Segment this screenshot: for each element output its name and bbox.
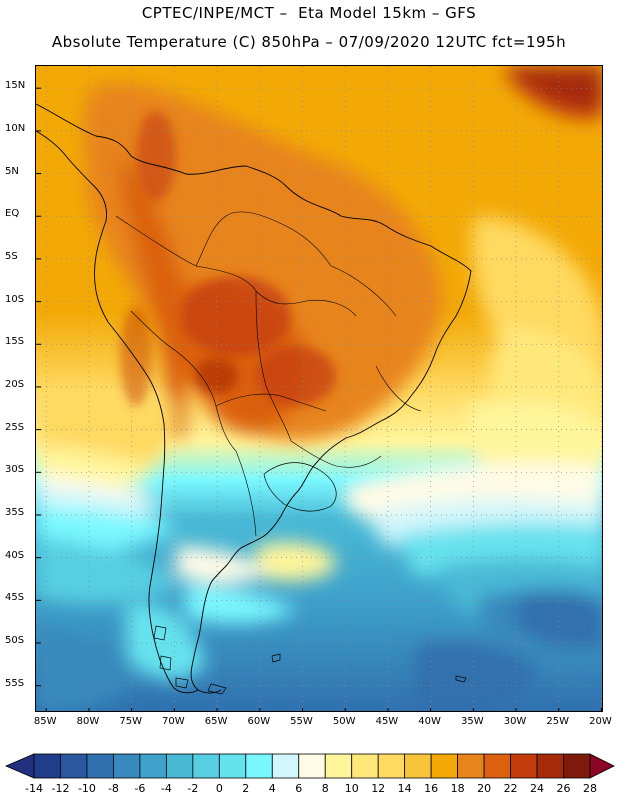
longitude-label: 50W — [332, 716, 356, 727]
colorbar-swatch — [271, 753, 300, 779]
colorbar-tick-label: 4 — [268, 782, 276, 795]
colorbar-tick-label: -2 — [187, 782, 199, 795]
longitude-label: 70W — [162, 716, 185, 727]
map-title: CPTEC/INPE/MCT – Eta Model 15km – GFS — [141, 4, 477, 22]
temperature-field — [36, 66, 602, 711]
coastlines — [36, 103, 472, 695]
longitude-label: 45W — [375, 716, 399, 727]
longitude-label: 60W — [247, 716, 271, 727]
longitude-label: 25W — [546, 716, 570, 727]
latitude-label: 40S — [5, 549, 25, 561]
colorbar-tick-label: 22 — [503, 782, 518, 795]
colorbar-swatch — [113, 753, 141, 779]
latitude-label: EQ — [5, 208, 20, 220]
grid-lines — [36, 66, 602, 711]
colorbar-tick-label: 6 — [295, 782, 303, 795]
map-subtitle: Absolute Temperature (C) 850hPa – 07/09/… — [51, 33, 567, 51]
colorbar-tick-label: -8 — [107, 782, 119, 795]
colorbar-tick-label: 12 — [371, 782, 386, 795]
colorbar-swatch — [33, 753, 61, 779]
colorbar — [4, 753, 615, 779]
colorbar-tick-label: 14 — [397, 782, 412, 795]
field-hotspots — [120, 111, 336, 406]
latitude-label: 30S — [5, 464, 25, 476]
longitude-label: 35W — [461, 716, 484, 727]
latitude-label: 10N — [5, 122, 26, 134]
colorbar-swatch — [510, 753, 538, 779]
latitude-label: 50S — [5, 635, 25, 646]
latitude-label: 25S — [5, 421, 25, 433]
latitude-label: 15N — [5, 80, 26, 92]
colorbar-tick-label: 28 — [583, 782, 597, 795]
colorbar-tick-label: 20 — [477, 782, 492, 795]
colorbar-swatch — [86, 753, 114, 779]
colorbar-swatch — [218, 753, 247, 779]
colorbar-swatch — [377, 753, 406, 779]
colorbar-swatch — [192, 753, 220, 779]
longitude-label: 20W — [589, 716, 612, 727]
colorbar-tick-label: 16 — [424, 782, 439, 795]
country-borders — [115, 211, 422, 537]
latitude-label: 35S — [5, 506, 25, 518]
colorbar-swatch — [563, 753, 591, 779]
colorbar-tick-label: 8 — [321, 782, 329, 795]
colorbar-tick-label: 26 — [556, 782, 571, 795]
colorbar-swatch — [324, 753, 353, 779]
colorbar-swatch — [483, 753, 511, 779]
colorbar-swatch — [430, 753, 459, 779]
colorbar-swatch — [298, 753, 326, 779]
colorbar-swatch — [536, 753, 564, 779]
colorbar-tick-label: 10 — [344, 782, 359, 795]
longitude-label: 30W — [503, 716, 527, 727]
colorbar-under-arrow — [4, 753, 35, 779]
colorbar-swatch — [139, 753, 167, 779]
colorbar-swatch — [351, 753, 379, 779]
latitude-label: 45S — [5, 592, 25, 604]
colorbar-tick-label: -12 — [51, 782, 70, 795]
latitude-label: 20S — [5, 378, 25, 390]
longitude-label: 65W — [204, 716, 228, 727]
colorbar-tick-label: 18 — [450, 782, 465, 795]
colorbar-tick-label: -14 — [25, 782, 43, 795]
longitude-label: 85W — [33, 716, 57, 727]
longitude-label: 80W — [76, 716, 100, 727]
colorbar-tick-label: 0 — [215, 782, 223, 795]
map-area[interactable] — [35, 65, 603, 712]
latitude-label: 15S — [5, 336, 25, 348]
colorbar-swatch — [165, 753, 194, 779]
longitude-label: 55W — [290, 716, 313, 727]
colorbar-swatch — [457, 753, 485, 779]
latitude-label: 5N — [5, 165, 19, 177]
colorbar-tick-label: -4 — [160, 782, 172, 795]
longitude-label: 75W — [119, 716, 142, 727]
colorbar-swatch — [60, 753, 88, 779]
colorbar-swatch — [404, 753, 432, 779]
colorbar-swatch — [245, 753, 273, 779]
latitude-label: 5S — [5, 250, 18, 262]
colorbar-tick-label: -10 — [77, 782, 96, 795]
latitude-label: 10S — [5, 293, 25, 305]
latitude-label: 55S — [5, 677, 25, 689]
colorbar-over-arrow — [589, 753, 615, 779]
longitude-label: 40W — [418, 716, 441, 727]
colorbar-tick-label: 2 — [242, 782, 250, 795]
colorbar-tick-label: -6 — [134, 782, 146, 795]
colorbar-tick-label: 24 — [530, 782, 545, 795]
